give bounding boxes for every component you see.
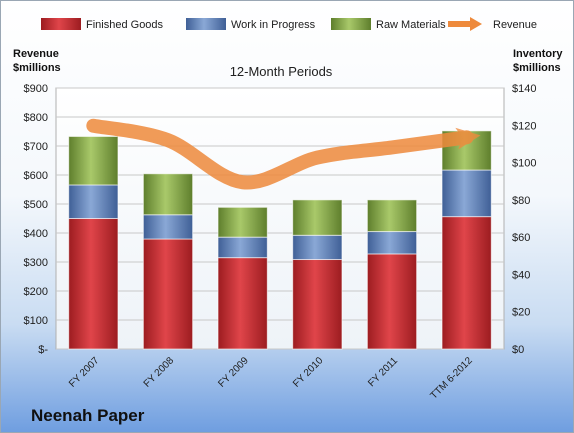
bar-segment [217,236,268,259]
category-label: FY 2011 [366,355,400,389]
bar-segment [441,216,492,350]
left-axis-label-line1: Revenue [13,48,59,60]
right-tick-label: $60 [512,232,530,244]
bar-stacks [68,130,492,350]
gridlines [56,87,504,350]
bar-segment [366,199,418,233]
bar-segment [142,173,194,216]
bar-segment [366,253,418,350]
left-tick-label: $700 [24,141,48,153]
bar-segment [68,218,119,350]
bar-segment [68,135,119,186]
bar-segment [217,257,268,350]
revenue-series-line [86,118,481,190]
legend-arrow-icon [470,17,482,31]
left-axis-label-line2: $millions [13,62,61,74]
right-tick-label: $80 [512,195,530,207]
bar-segment [441,169,492,218]
right-tick-label: $40 [512,269,530,281]
legend-entry: Finished Goods [86,19,164,31]
legend-entry: Work in Progress [231,19,316,31]
left-tick-label: $200 [24,286,48,298]
right-tick-label: $20 [512,307,530,319]
right-tick-label: $140 [512,83,536,95]
category-label: FY 2010 [291,355,326,390]
category-label: FY 2008 [142,355,177,390]
left-tick-label: $800 [24,112,48,124]
chart-title: 12-Month Periods [230,64,333,79]
category-label: TTM 6-2012 [428,355,475,402]
bar-segment [292,234,343,261]
left-tick-label: $100 [24,315,48,327]
legend-swatch [331,18,371,30]
bar-segment [292,259,343,350]
left-tick-label: $900 [24,83,48,95]
bar-segment [292,199,343,236]
right-tick-label: $100 [512,158,536,170]
bar-segment [217,206,268,238]
right-tick-label: $0 [512,344,524,356]
legend: Finished Goods Work in Progress Raw Materi… [41,17,537,31]
left-tick-label: $500 [24,199,48,211]
left-tick-label: $600 [24,170,48,182]
right-axis-label-line2: $millions [513,62,561,74]
legend-swatch [41,18,81,30]
company-name: Neenah Paper [31,406,145,425]
bar-segment [142,214,194,240]
right-axis-label-line1: Inventory [513,48,563,60]
bar-segment [366,231,418,255]
right-tick-label: $120 [512,120,536,132]
category-label: FY 2007 [67,355,102,390]
left-tick-label: $- [38,344,48,356]
legend-swatch [186,18,226,30]
legend-entry: Revenue [493,19,537,31]
legend-entry: Raw Materials [376,19,446,31]
category-label: FY 2009 [216,355,251,390]
bar-segment [68,184,119,219]
revenue-line [86,118,481,190]
left-tick-label: $300 [24,257,48,269]
bar-segment [142,238,194,350]
left-tick-label: $400 [24,228,48,240]
